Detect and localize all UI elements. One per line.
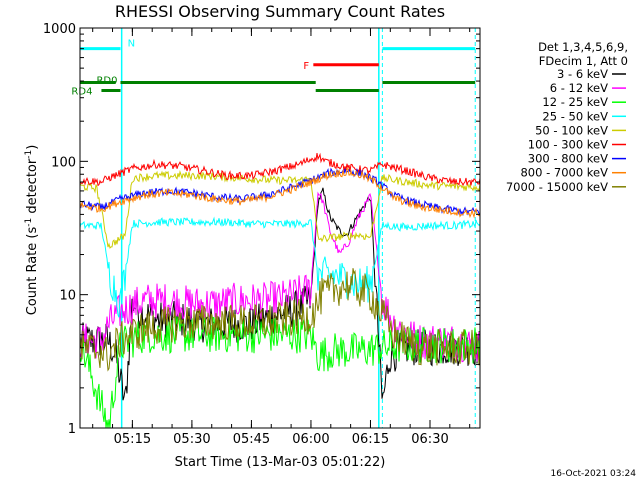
- x-tick-label-0: 05:15: [114, 432, 151, 447]
- flag-label-1: F: [303, 61, 309, 72]
- plot-area: N F RD0 RD4: [71, 28, 480, 428]
- y-tick-label-0: 1: [68, 422, 76, 437]
- legend-label-7: 800 - 7000 keV: [520, 166, 608, 180]
- series-line-5: [80, 152, 480, 187]
- flag-label-3: RD4: [71, 86, 92, 97]
- legend-label-4: 50 - 100 keV: [535, 123, 608, 137]
- legend: Det 1,3,4,5,6,9,FDecim 1, Att 03 - 6 keV…: [506, 40, 628, 194]
- y-label-part-2: detector: [25, 158, 40, 218]
- series-line-4: [80, 169, 480, 249]
- x-tick-label-5: 06:30: [411, 432, 448, 447]
- x-tick-label-4: 06:15: [352, 432, 389, 447]
- legend-label-3: 25 - 50 keV: [542, 109, 608, 123]
- series-line-8: [80, 268, 480, 372]
- x-tick-label-3: 06:00: [292, 432, 329, 447]
- y-axis-label: Count Rate (s-1 detector-1): [24, 145, 40, 316]
- legend-label-2: 12 - 25 keV: [542, 95, 608, 109]
- series-group: [80, 152, 480, 428]
- legend-label-0: 3 - 6 keV: [557, 67, 608, 81]
- series-line-1: [80, 191, 480, 363]
- legend-header-0: Det 1,3,4,5,6,9,: [538, 40, 628, 54]
- legend-label-6: 300 - 800 keV: [528, 152, 608, 166]
- chart-title: RHESSI Observing Summary Count Rates: [115, 2, 445, 21]
- y-label-part-1: -1: [24, 218, 34, 227]
- x-axis-label: Start Time (13-Mar-03 05:01:22): [175, 455, 386, 470]
- legend-label-1: 6 - 12 keV: [550, 81, 608, 95]
- axes: 05:15 05:30 05:45 06:00 06:15 06:30 1 10 100 1000: [43, 22, 481, 447]
- y-label-part-3: -1: [24, 150, 34, 159]
- legend-header-1: FDecim 1, Att 0: [539, 54, 628, 68]
- y-tick-label-2: 100: [51, 155, 76, 170]
- legend-label-8: 7000 - 15000 keV: [506, 180, 608, 194]
- y-label-part-0: Count Rate (s: [25, 227, 40, 316]
- x-tick-label-1: 05:30: [173, 432, 210, 447]
- flag-label-0: N: [128, 39, 135, 50]
- flag-label-2: RD0: [96, 76, 117, 87]
- series-line-7: [80, 167, 480, 219]
- legend-label-5: 100 - 300 keV: [528, 138, 608, 152]
- x-tick-label-2: 05:45: [233, 432, 270, 447]
- generation-timestamp: 16-Oct-2021 03:24: [551, 469, 637, 479]
- plot-frame: [79, 27, 481, 429]
- series-line-3: [80, 216, 480, 318]
- y-tick-label-3: 1000: [43, 22, 76, 37]
- y-tick-label-1: 10: [59, 289, 76, 304]
- y-label-part-4: ): [25, 145, 40, 150]
